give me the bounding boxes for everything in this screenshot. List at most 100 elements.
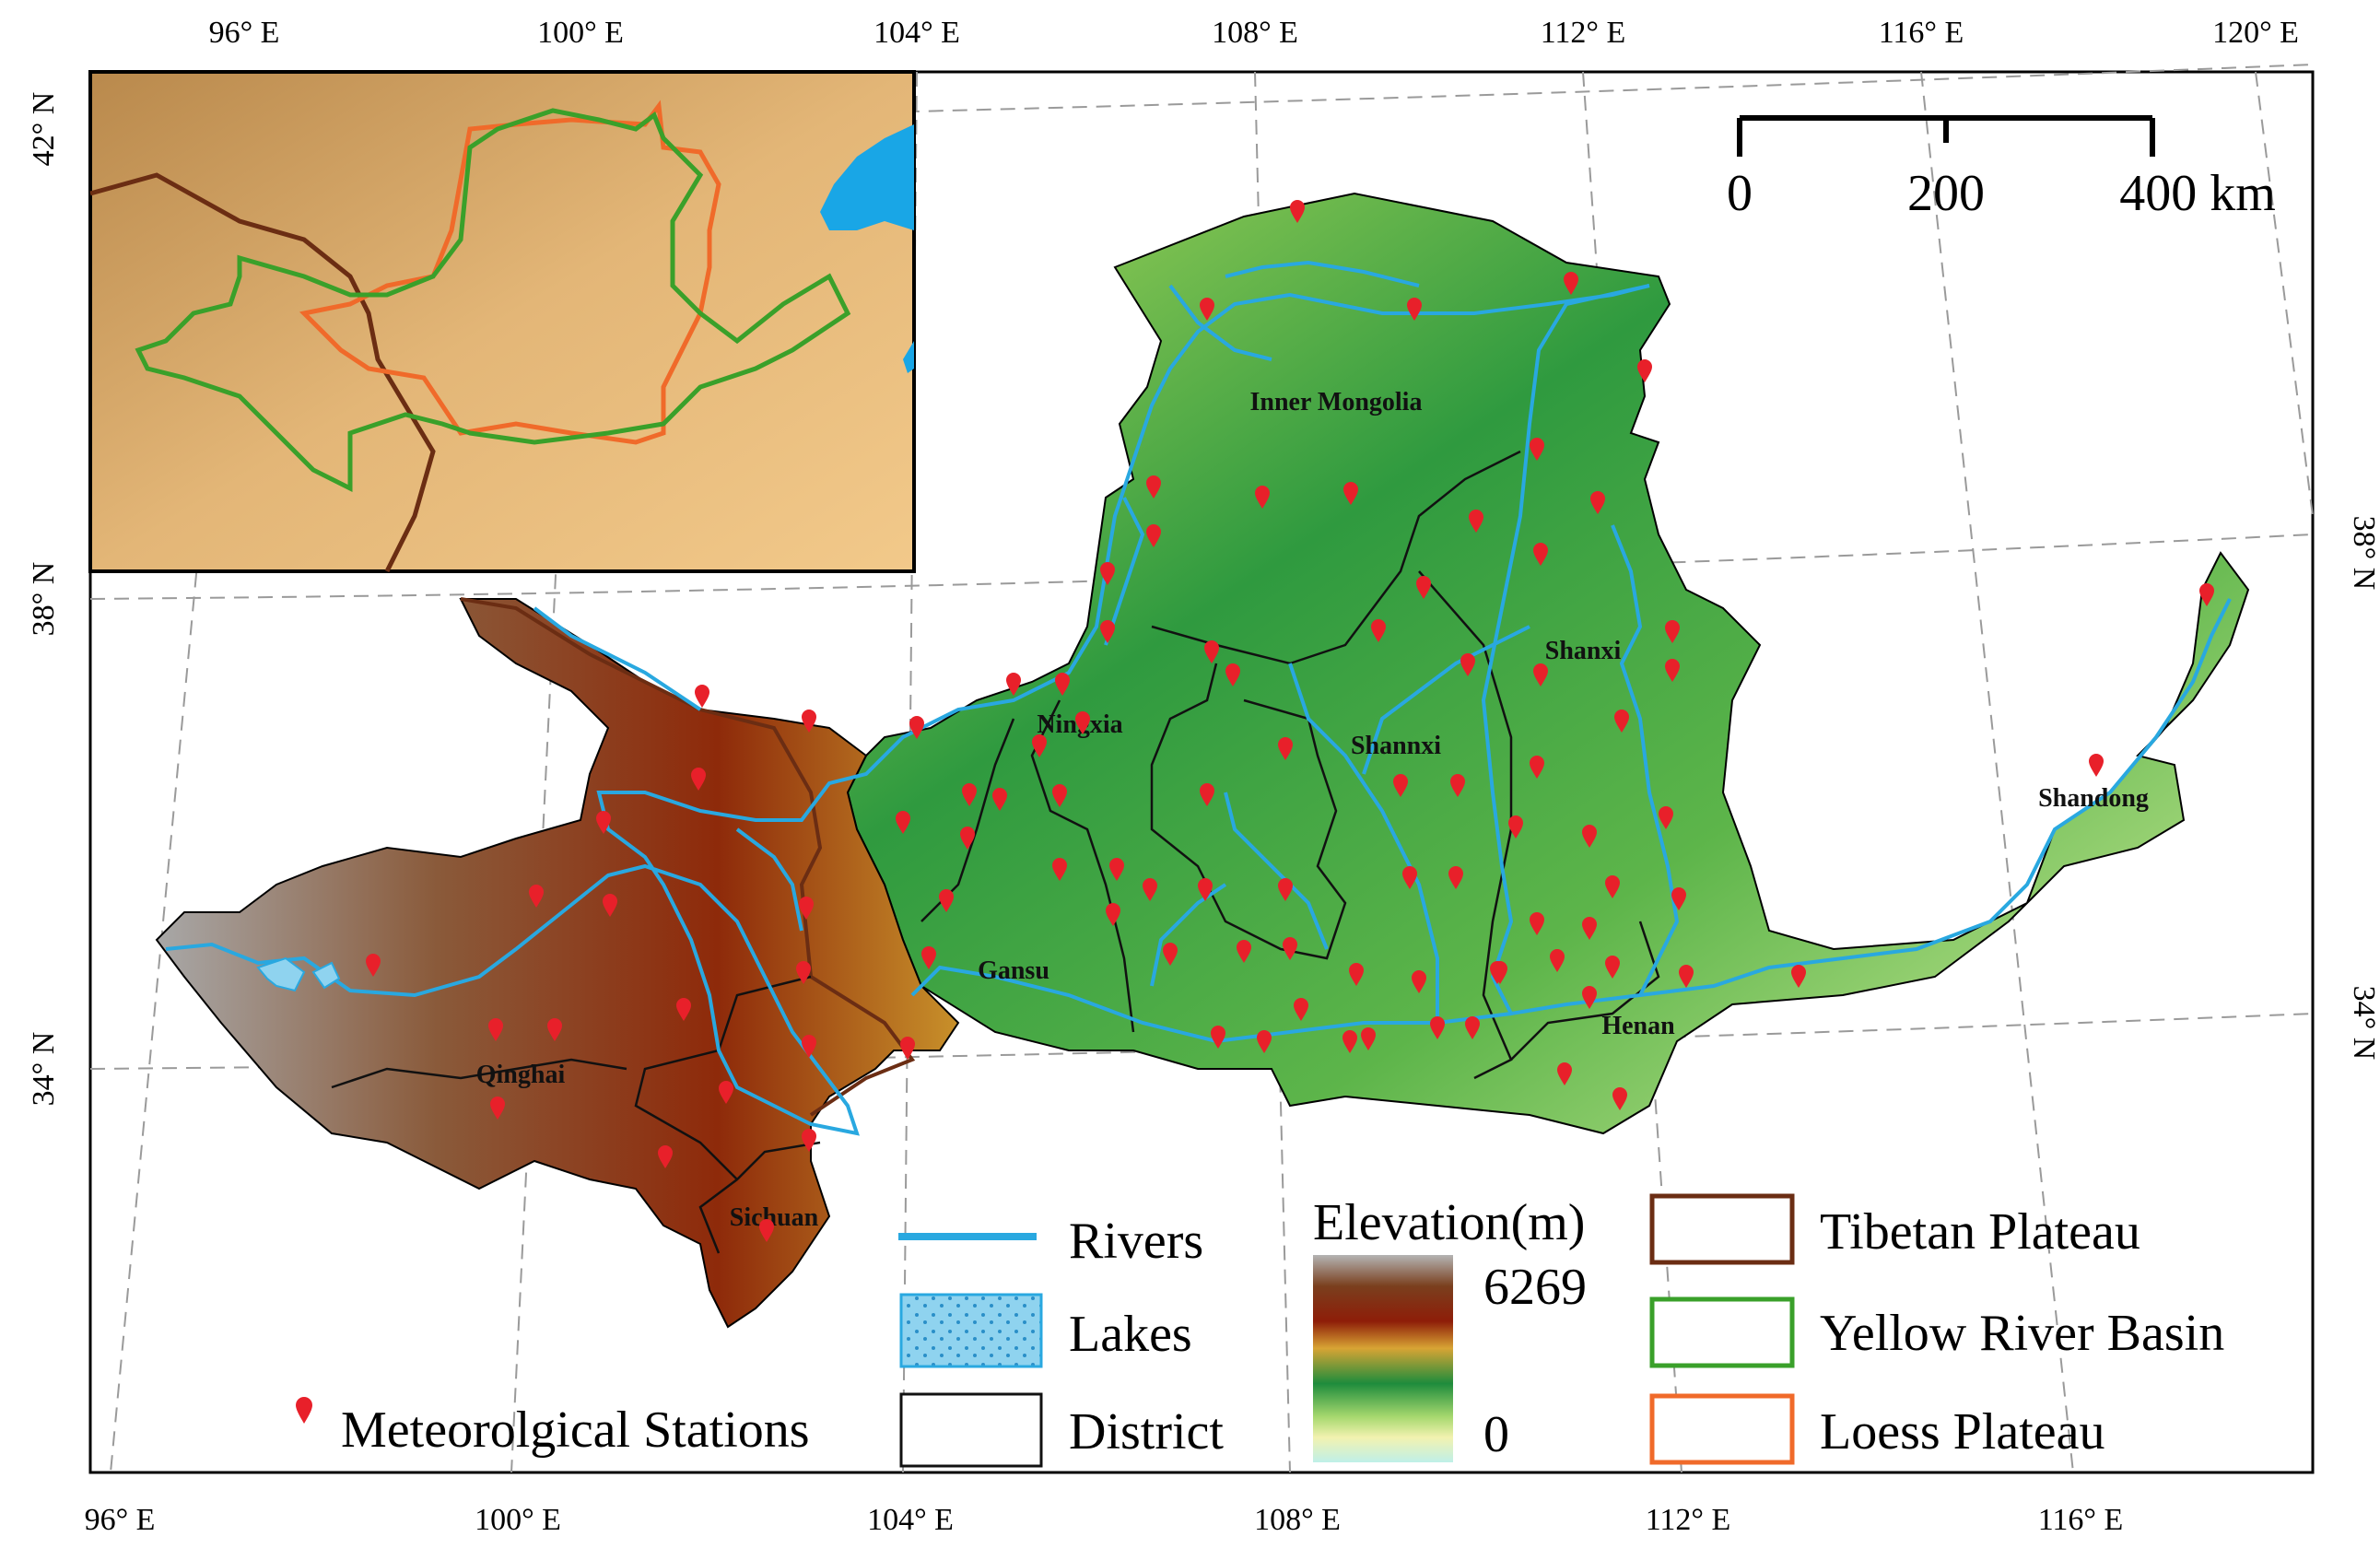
station-marker	[1582, 825, 1597, 848]
station-marker	[1550, 949, 1565, 972]
legend-lakes-label: Lakes	[1069, 1306, 1192, 1363]
station-marker	[796, 961, 811, 984]
station-marker	[695, 685, 709, 708]
station-marker	[1637, 359, 1652, 382]
station-marker	[1590, 491, 1605, 514]
station-marker	[1290, 200, 1305, 223]
region-label: Gansu	[978, 956, 1049, 985]
legend: Meteorolgical Stations Rivers Lakes Dist…	[296, 1193, 2224, 1468]
station-marker	[1605, 956, 1620, 979]
station-marker	[1032, 734, 1047, 757]
legend-rivers: Rivers	[898, 1213, 1203, 1270]
station-marker	[2089, 754, 2104, 777]
station-marker	[1342, 1030, 1357, 1053]
lat-tick: 38° N	[2347, 516, 2380, 591]
legend-elevation-min: 0	[1483, 1406, 1509, 1463]
station-marker	[1225, 663, 1240, 686]
station-marker	[960, 827, 975, 850]
legend-district: District	[899, 1392, 1224, 1468]
scale-label: 0	[1727, 165, 1753, 222]
legend-lakes: Lakes	[899, 1293, 1192, 1368]
station-marker	[1075, 711, 1090, 734]
legend-tibetan-label: Tibetan Plateau	[1820, 1203, 2140, 1261]
region-label: Inner Mongolia	[1250, 388, 1423, 416]
station-marker	[1278, 878, 1293, 901]
legend-elevation: Elevation(m) 6269 0	[1313, 1194, 1587, 1463]
lon-tick: 104° E	[867, 1503, 954, 1537]
station-marker	[1460, 653, 1475, 676]
station-marker	[1100, 620, 1115, 643]
station-marker	[896, 811, 910, 834]
station-marker	[939, 889, 954, 912]
station-marker	[1200, 298, 1214, 321]
station-marker	[1659, 806, 1673, 829]
station-marker	[1294, 998, 1308, 1021]
station-marker	[1416, 576, 1431, 599]
lon-tick: 112° E	[1541, 16, 1626, 50]
station-marker	[1204, 640, 1219, 663]
station-marker	[603, 894, 617, 917]
station-marker	[691, 768, 706, 791]
station-marker	[1412, 970, 1426, 993]
station-marker	[1257, 1030, 1272, 1053]
lake	[256, 956, 341, 992]
station-marker	[1530, 912, 1544, 935]
legend-elevation-title: Elevation(m)	[1313, 1194, 1585, 1251]
station-marker	[802, 1035, 816, 1058]
station-marker	[1146, 524, 1161, 547]
station-marker	[1465, 1016, 1480, 1039]
station-marker	[1533, 543, 1548, 566]
station-marker	[1371, 619, 1386, 642]
lon-tick: 96° E	[85, 1503, 156, 1537]
inset-tibetan-boundary	[89, 172, 436, 573]
lon-tick: 116° E	[1879, 16, 1964, 50]
station-marker	[1407, 298, 1422, 321]
station-marker	[1665, 620, 1680, 643]
station-marker	[1469, 510, 1483, 533]
station-marker	[2199, 583, 2214, 606]
station-marker	[1146, 475, 1161, 498]
region-label: Sichuan	[730, 1203, 819, 1232]
legend-rivers-label: Rivers	[1069, 1213, 1203, 1270]
basin-east-region	[846, 192, 2250, 1135]
lon-tick: 108° E	[1254, 1503, 1341, 1537]
station-marker	[1530, 756, 1544, 779]
station-marker	[1006, 673, 1021, 696]
station-marker	[759, 1219, 774, 1242]
legend-yellow-river-label: Yellow River Basin	[1820, 1305, 2224, 1362]
station-marker	[676, 998, 691, 1021]
region-label: Henan	[1601, 1012, 1675, 1040]
scale-label: 400 km	[2119, 165, 2276, 222]
station-marker	[366, 954, 381, 977]
station-marker	[1614, 710, 1629, 733]
district-lines	[331, 450, 1660, 1254]
meteorological-stations	[366, 200, 2214, 1242]
station-marker	[1533, 663, 1548, 686]
station-marker	[1530, 438, 1544, 461]
station-marker	[962, 783, 977, 806]
legend-yellow-river-basin: Yellow River Basin	[1649, 1296, 2224, 1368]
station-marker	[719, 1081, 733, 1104]
station-marker	[1361, 1027, 1376, 1050]
region-label: Shandong	[2038, 784, 2149, 813]
station-marker	[1393, 774, 1408, 797]
station-marker	[1283, 937, 1297, 960]
inset-map	[88, 70, 916, 573]
station-marker	[1343, 482, 1358, 505]
legend-stations: Meteorolgical Stations	[296, 1397, 810, 1459]
region-label: Qinghai	[476, 1061, 566, 1089]
station-marker	[1052, 784, 1067, 807]
station-marker	[992, 788, 1007, 811]
station-marker	[490, 1097, 505, 1120]
basin-relief: Inner Mongolia Shanxi Ningxia Shannxi Sh…	[155, 192, 2250, 1329]
inset-sea	[820, 124, 914, 373]
legend-loess-label: Loess Plateau	[1820, 1403, 2104, 1460]
station-marker	[1448, 866, 1463, 889]
lon-tick: 116° E	[2038, 1503, 2124, 1537]
station-marker	[1109, 858, 1124, 881]
region-label: Shannxi	[1351, 732, 1441, 760]
station-marker	[658, 1145, 673, 1168]
lat-tick: 34° N	[27, 1032, 61, 1107]
legend-tibetan-plateau: Tibetan Plateau	[1649, 1193, 2140, 1265]
lon-tick: 120° E	[2212, 16, 2299, 50]
